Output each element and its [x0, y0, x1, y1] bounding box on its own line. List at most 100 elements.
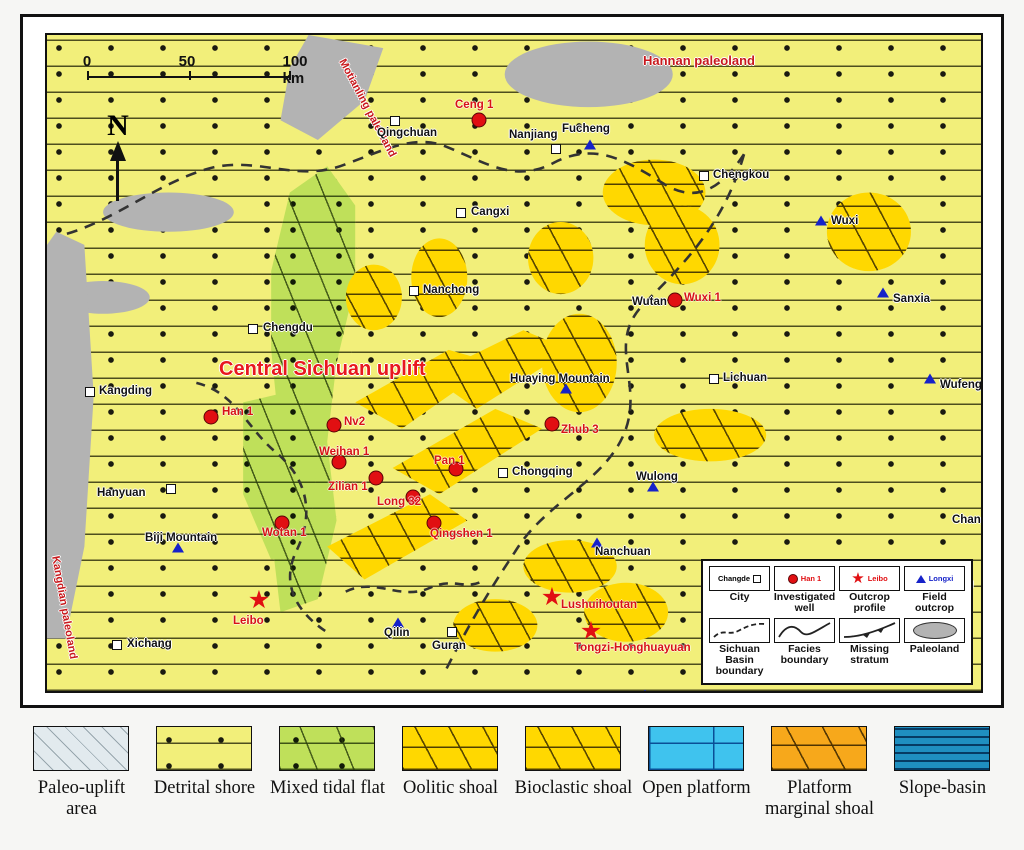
well-marker-zilian-1[interactable] [368, 470, 384, 486]
well-label-zilian-1: Zilian 1 [328, 481, 368, 493]
map-frame: 0 50 100 km N Hannan paleoland Motianlin… [20, 14, 1004, 708]
outcrop-star-tongzi[interactable]: ★ [579, 617, 603, 645]
legend-caption-field: Field outcrop [914, 591, 955, 614]
facies-legend-oolitic-shoal: Oolitic shoal [391, 726, 509, 799]
sichuan-basin-boundary [66, 140, 746, 672]
outcrop-label-biji: Biji Mountain [145, 532, 218, 544]
map-legend-box: Changde City Han 1 Investigated well ★ [701, 559, 973, 685]
city-marker-nanjiang[interactable] [551, 144, 561, 154]
well-marker-pan-1[interactable] [448, 461, 464, 477]
city-marker-hanyuan[interactable] [166, 484, 176, 494]
facies-legend-detrital-shore: Detrital shore [145, 726, 263, 799]
city-marker-chengkou[interactable] [699, 171, 709, 181]
city-marker-cangxi[interactable] [456, 208, 466, 218]
shoal-lens-15 [345, 264, 402, 331]
facies-legend-platform-marginal-shoal: Platform marginal shoal [760, 726, 878, 820]
facies-label-slope-basin: Slope-basin [898, 778, 987, 798]
outcrop-star-lushuihoutan[interactable]: ★ [540, 583, 564, 611]
legend-item-outcrop-profile: ★ Leibo Outcrop profile [837, 566, 902, 614]
outcrop-tri-sanxia[interactable] [877, 287, 889, 298]
well-marker-weihan-1[interactable] [331, 454, 347, 470]
city-label-hanyuan: Hanyuan [97, 487, 146, 499]
facies-label-open-platform: Open platform [642, 778, 751, 798]
facies-swatch-slope-basin [894, 726, 991, 771]
facies-swatch-detrital-shore [156, 726, 253, 771]
outcrop-tri-fucheng[interactable] [584, 139, 596, 150]
outcrop-label-lushuihoutan: Lushuihoutan [561, 599, 638, 611]
city-label-nanchong: Nanchong [423, 284, 480, 296]
scale-tick-50: 50 [178, 53, 196, 70]
city-marker-lichuan[interactable] [709, 374, 719, 384]
well-marker-long-32[interactable] [405, 489, 421, 505]
shoal-lens-14 [584, 582, 669, 642]
city-marker-xichang[interactable] [112, 640, 122, 650]
well-label-qingshen-1: Qingshen 1 [430, 528, 493, 540]
city-marker-guran[interactable] [447, 627, 457, 637]
scale-bar: 0 50 100 km [83, 53, 308, 87]
legend-caption-paleoland: Paleoland [909, 643, 960, 655]
well-marker-zhub-3[interactable] [544, 416, 560, 432]
legend-sample-field: Longxi [928, 574, 954, 583]
well-label-wuxi-1: Wuxi 1 [684, 292, 721, 304]
outcrop-tri-wuxi[interactable] [815, 215, 827, 226]
outcrop-label-qilin: Qilin [384, 627, 410, 639]
outcrop-tri-wufeng[interactable] [924, 373, 936, 384]
outcrop-tri-nanchuan[interactable] [591, 537, 603, 548]
well-marker-wuxi-1[interactable] [667, 292, 683, 308]
outcrop-label-nanchuan: Nanchuan [595, 546, 651, 558]
legend-item-missing-stratum: Missing stratum [837, 618, 902, 677]
facies-swatch-oolitic-shoal [402, 726, 499, 771]
well-marker-ceng-1[interactable] [471, 112, 487, 128]
legend-sample-outcrop: Leibo [867, 574, 888, 583]
well-marker-qingshen-1[interactable] [426, 515, 442, 531]
outcrop-tri-longxi[interactable] [639, 689, 651, 691]
outcrop-tri-qilin[interactable] [392, 617, 404, 628]
outcrop-tri-wulong[interactable] [647, 481, 659, 492]
legend-item-city: Changde City [707, 566, 772, 614]
shoal-lens-13 [453, 599, 538, 652]
facies-legend-paleo-uplift: Paleo-uplift area [22, 726, 140, 820]
city-marker-chengdu[interactable] [248, 324, 258, 334]
legend-sample-well: Han 1 [800, 574, 822, 583]
legend-item-paleoland: Paleoland [902, 618, 967, 677]
city-label-wutan: Wutan [632, 296, 667, 308]
city-label-qingchuan: Qingchuan [377, 127, 438, 139]
legend-caption-well: Investigated well [773, 591, 836, 614]
outcrop-label-wuxi: Wuxi [831, 215, 859, 227]
red-star-icon: ★ [851, 570, 865, 587]
well-label-pan-1: Pan 1 [434, 455, 465, 467]
facies-legend-bioclastic-shoal: Bioclastic shoal [514, 726, 632, 799]
city-marker-chongqing[interactable] [498, 468, 508, 478]
shoal-lens-7 [654, 408, 767, 462]
well-label-long-32: Long 32 [377, 496, 422, 508]
grey-blob-icon [912, 622, 957, 639]
shoal-lens-6 [542, 313, 617, 413]
city-label-chongqing: Chongqing [512, 466, 573, 478]
blue-triangle-icon [915, 574, 926, 583]
paleoland-label-hannan: Hannan paleoland [643, 53, 755, 68]
city-label-cangxi: Cangxi [471, 206, 510, 218]
city-marker-nanchong[interactable] [409, 286, 419, 296]
well-marker-nv2[interactable] [326, 417, 342, 433]
city-marker-kangding[interactable] [85, 387, 95, 397]
facies-legend-mixed-tidal-flat: Mixed tidal flat [268, 726, 386, 799]
well-marker-wotan-1[interactable] [274, 515, 290, 531]
facies-legend-slope-basin: Slope-basin [883, 726, 1001, 799]
legend-caption-missing-stratum: Missing stratum [849, 643, 890, 666]
legend-caption-outcrop: Outcrop profile [849, 591, 890, 614]
outcrop-tri-biji[interactable] [172, 542, 184, 553]
map-canvas: 0 50 100 km N Hannan paleoland Motianlin… [45, 33, 983, 693]
well-label-wotan-1: Wotan 1 [262, 527, 307, 539]
legend-item-field-outcrop: Longxi Field outcrop [902, 566, 967, 614]
city-label-guran: Guran [432, 640, 466, 652]
city-marker-qingchuan[interactable] [390, 116, 400, 126]
outcrop-star-leibo[interactable]: ★ [247, 586, 271, 614]
scale-tick-0: 0 [82, 53, 92, 70]
well-marker-han-1[interactable] [203, 409, 219, 425]
outcrop-tri-huaying[interactable] [560, 383, 572, 394]
city-square-icon [753, 574, 762, 583]
facies-swatch-open-platform [648, 726, 745, 771]
outcrop-label-huaying: Huaying Mountain [510, 373, 610, 385]
red-circle-icon [787, 573, 798, 584]
outcrop-label-wulong: Wulong [636, 471, 678, 483]
